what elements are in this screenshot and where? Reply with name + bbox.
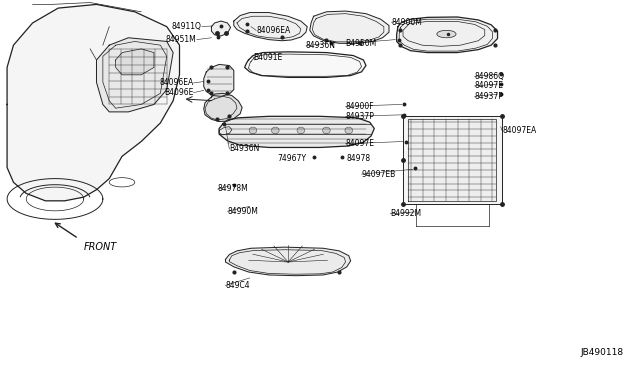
Polygon shape xyxy=(97,38,173,112)
Text: B4091E: B4091E xyxy=(253,52,282,61)
Polygon shape xyxy=(204,64,234,96)
Polygon shape xyxy=(204,93,242,122)
Polygon shape xyxy=(234,13,307,41)
Text: 84096EA: 84096EA xyxy=(159,78,193,87)
Text: 84097E: 84097E xyxy=(474,81,504,90)
Text: 84937P: 84937P xyxy=(346,112,374,121)
Ellipse shape xyxy=(249,127,257,134)
Text: 84911Q: 84911Q xyxy=(172,22,202,31)
Ellipse shape xyxy=(297,127,305,134)
Text: 84937P: 84937P xyxy=(474,92,504,101)
Text: 84986Q: 84986Q xyxy=(474,72,504,81)
Text: 84978: 84978 xyxy=(347,154,371,163)
Polygon shape xyxy=(397,17,497,52)
Polygon shape xyxy=(408,119,495,201)
Text: 84096EA: 84096EA xyxy=(256,26,291,35)
Ellipse shape xyxy=(345,127,353,134)
Polygon shape xyxy=(244,52,366,77)
Text: B4096E: B4096E xyxy=(164,88,193,97)
Text: FRONT: FRONT xyxy=(84,241,117,251)
Text: 84990M: 84990M xyxy=(227,207,259,216)
Text: 84900F: 84900F xyxy=(346,102,374,111)
Ellipse shape xyxy=(323,127,330,134)
Ellipse shape xyxy=(271,127,279,134)
Text: B4992M: B4992M xyxy=(390,209,421,218)
Ellipse shape xyxy=(437,31,456,38)
Text: JB490118: JB490118 xyxy=(580,348,623,357)
Polygon shape xyxy=(7,4,179,201)
Polygon shape xyxy=(403,116,502,204)
Polygon shape xyxy=(116,49,154,75)
Polygon shape xyxy=(219,116,374,147)
Polygon shape xyxy=(310,11,389,43)
Text: 84900M: 84900M xyxy=(392,18,422,27)
Text: 849C4: 849C4 xyxy=(225,281,250,290)
Text: 84097EA: 84097EA xyxy=(502,126,536,135)
Polygon shape xyxy=(211,21,230,36)
Text: 84978M: 84978M xyxy=(218,185,248,193)
Text: 94097EB: 94097EB xyxy=(362,170,396,179)
Text: 84951M: 84951M xyxy=(166,35,196,44)
Text: 84936N: 84936N xyxy=(306,41,336,51)
Text: B4936N: B4936N xyxy=(229,144,260,153)
Polygon shape xyxy=(225,247,351,276)
Text: 74967Y: 74967Y xyxy=(277,154,306,163)
Text: 84097E: 84097E xyxy=(346,139,374,148)
Text: B4950M: B4950M xyxy=(346,39,377,48)
